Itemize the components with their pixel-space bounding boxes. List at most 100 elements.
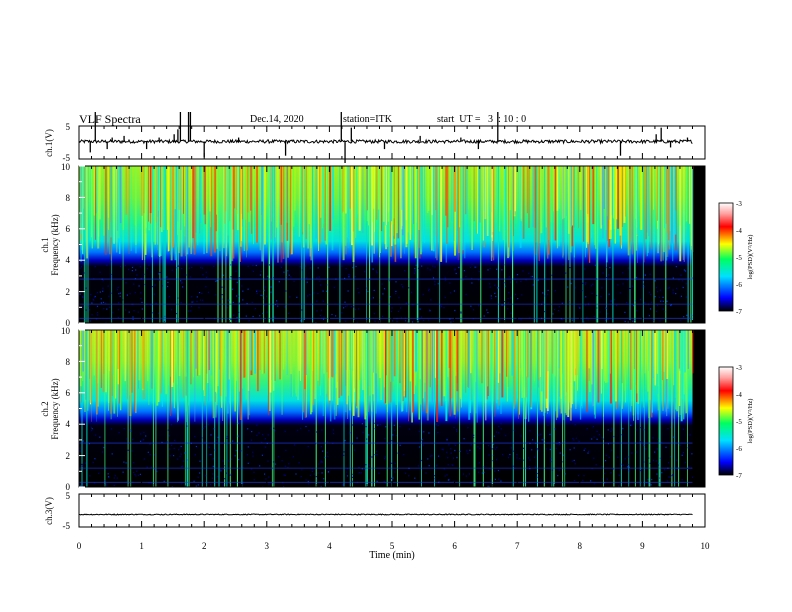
noise-speckle bbox=[150, 304, 152, 306]
noise-speckle bbox=[492, 460, 494, 462]
noise-speckle bbox=[129, 293, 131, 295]
noise-speckle bbox=[492, 443, 495, 445]
noise-speckle bbox=[300, 320, 302, 322]
noise-speckle bbox=[422, 293, 424, 295]
noise-speckle bbox=[85, 309, 87, 311]
noise-speckle bbox=[236, 320, 238, 322]
spectral-streak bbox=[526, 330, 527, 377]
spectral-streak bbox=[213, 166, 216, 253]
spectral-streak bbox=[528, 330, 530, 422]
spectral-streak bbox=[640, 166, 643, 230]
spectral-streak bbox=[588, 330, 591, 369]
spectral-streak bbox=[603, 330, 605, 382]
ch2-cbtick-m5: -5 bbox=[736, 418, 742, 426]
noise-speckle bbox=[487, 312, 489, 314]
sferic-line bbox=[263, 166, 265, 323]
noise-speckle bbox=[434, 266, 436, 268]
sferic-line bbox=[353, 166, 355, 323]
noise-speckle bbox=[205, 271, 207, 273]
noise-speckle bbox=[185, 274, 187, 276]
noise-speckle bbox=[297, 429, 299, 431]
noise-speckle bbox=[130, 430, 132, 432]
spectral-streak bbox=[347, 166, 350, 240]
ch1-channel-label: ch.1 bbox=[40, 237, 50, 252]
spectral-streak bbox=[274, 166, 275, 242]
noise-speckle bbox=[532, 284, 534, 286]
noise-speckle bbox=[190, 310, 192, 312]
noise-speckle bbox=[544, 295, 546, 297]
noise-speckle bbox=[234, 455, 236, 457]
spectral-streak bbox=[610, 330, 612, 404]
noise-speckle bbox=[621, 434, 623, 436]
spectral-streak bbox=[413, 330, 415, 394]
spectral-streak bbox=[409, 166, 412, 240]
spectral-streak bbox=[238, 330, 240, 392]
noise-speckle bbox=[176, 313, 178, 315]
noise-speckle bbox=[223, 465, 225, 467]
noise-speckle bbox=[391, 440, 393, 442]
noise-speckle bbox=[392, 477, 394, 479]
spectral-streak bbox=[391, 166, 394, 225]
noise-speckle bbox=[428, 319, 430, 321]
spectral-streak bbox=[199, 166, 201, 234]
sferic-line bbox=[388, 166, 390, 323]
noise-speckle bbox=[503, 301, 505, 303]
sferic-line bbox=[127, 330, 129, 487]
noise-speckle bbox=[221, 298, 223, 300]
noise-speckle bbox=[563, 454, 565, 456]
spectral-streak bbox=[142, 330, 144, 389]
spectral-streak bbox=[685, 330, 687, 414]
spectral-streak bbox=[498, 330, 500, 406]
spectral-streak bbox=[80, 166, 82, 262]
spectral-streak bbox=[210, 166, 212, 228]
spectral-streak bbox=[371, 166, 373, 223]
spectral-streak bbox=[309, 166, 311, 257]
noise-speckle bbox=[333, 286, 335, 289]
noise-speckle bbox=[270, 291, 272, 293]
noise-speckle bbox=[229, 474, 231, 476]
noise-speckle bbox=[343, 454, 345, 456]
spectral-streak bbox=[553, 330, 556, 377]
noise-speckle bbox=[662, 308, 664, 310]
spectral-streak bbox=[172, 166, 174, 248]
noise-speckle bbox=[611, 427, 613, 429]
noise-speckle bbox=[672, 292, 674, 294]
noise-speckle bbox=[284, 306, 287, 308]
noise-speckle bbox=[141, 301, 143, 303]
noise-speckle bbox=[594, 264, 597, 266]
noise-speckle bbox=[456, 430, 458, 432]
noise-speckle bbox=[209, 453, 211, 456]
noise-speckle bbox=[94, 458, 96, 460]
spectral-streak bbox=[454, 166, 456, 212]
spectral-streak bbox=[513, 166, 514, 251]
noise-speckle bbox=[181, 282, 183, 284]
noise-speckle bbox=[123, 461, 125, 463]
spectral-streak bbox=[358, 166, 361, 231]
noise-speckle bbox=[455, 428, 457, 431]
spectral-streak bbox=[100, 330, 102, 388]
spectral-streak bbox=[435, 166, 437, 259]
spectral-streak bbox=[476, 330, 478, 423]
noise-speckle bbox=[384, 456, 386, 458]
spectral-streak bbox=[402, 330, 404, 402]
noise-speckle bbox=[254, 307, 256, 310]
ch1-spectrogram-panel: 0 2 4 6 8 10 ch.1 Frequency (kHz) bbox=[40, 162, 706, 328]
noise-speckle bbox=[110, 273, 112, 276]
spectral-streak bbox=[333, 330, 336, 410]
spectral-streak bbox=[145, 166, 147, 244]
noise-speckle bbox=[547, 424, 549, 426]
noise-speckle bbox=[213, 265, 215, 267]
noise-speckle bbox=[578, 440, 580, 443]
noise-speckle bbox=[515, 293, 517, 295]
noise-speckle bbox=[247, 462, 249, 464]
noise-speckle bbox=[606, 276, 608, 279]
station-label: station=ITK bbox=[343, 114, 392, 125]
noise-speckle bbox=[133, 283, 135, 285]
noise-speckle bbox=[397, 310, 399, 312]
noise-speckle bbox=[605, 266, 607, 269]
sferic-line bbox=[620, 330, 622, 487]
noise-speckle bbox=[326, 284, 328, 286]
noise-speckle bbox=[235, 449, 237, 452]
spectral-streak bbox=[312, 330, 315, 405]
noise-speckle bbox=[322, 300, 324, 302]
